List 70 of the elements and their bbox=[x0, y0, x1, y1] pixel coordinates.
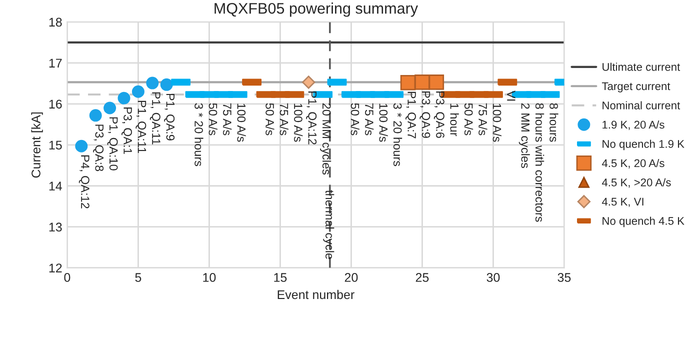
legend-label: No quench 4.5 K bbox=[602, 216, 684, 228]
y-axis-title: Current [kA] bbox=[31, 112, 43, 178]
x-tick-label: 0 bbox=[64, 273, 70, 282]
point bbox=[302, 76, 316, 89]
annotation: 20 MM cycles bbox=[320, 103, 332, 175]
annotation: 75 A/s bbox=[478, 103, 488, 136]
annotation: P1, QA:10 bbox=[107, 117, 118, 170]
annotation: 50 A/s bbox=[266, 103, 274, 136]
annotation: 8 hours bbox=[550, 103, 558, 142]
annotation: 100 A/s bbox=[492, 104, 502, 142]
annotation: P3, QA:6 bbox=[434, 92, 444, 138]
y-tick-label: 16 bbox=[49, 100, 62, 109]
annotation: P1, QA:12 bbox=[306, 92, 317, 144]
x-axis-title: Event number bbox=[278, 290, 354, 300]
annotation: 3 * 20 hours bbox=[194, 103, 204, 166]
y-tick-label: 18 bbox=[49, 18, 62, 27]
y-tick-label: 17 bbox=[49, 58, 62, 68]
point bbox=[104, 102, 116, 114]
point bbox=[160, 78, 173, 91]
annotation: P3, QA:9 bbox=[420, 92, 430, 138]
annotation: 50 A/s bbox=[464, 103, 474, 136]
annotation: 50 A/s bbox=[208, 103, 218, 136]
annotation: 8 hours with correctors bbox=[535, 103, 544, 222]
annotation: VI bbox=[507, 90, 516, 101]
annotation: P1, QA:11 bbox=[136, 100, 146, 153]
legend-label: 1.9 K, 20 A/s bbox=[602, 120, 664, 130]
legend-label: 4.5 K, VI bbox=[602, 198, 644, 207]
point bbox=[414, 74, 430, 90]
point bbox=[400, 74, 416, 90]
annotation: 3 * 20 hours bbox=[393, 103, 402, 166]
legend-label: 4.5 K, >20 A/s bbox=[602, 178, 671, 188]
annotation: 75 A/s bbox=[223, 103, 232, 136]
x-tick-label: 35 bbox=[558, 273, 571, 282]
y-tick-label: 13 bbox=[49, 222, 62, 232]
annotation: 75 A/s bbox=[365, 103, 374, 136]
annotation: 100 A/s bbox=[237, 104, 246, 142]
annotation: P3, QA:8 bbox=[93, 124, 104, 172]
point bbox=[118, 92, 130, 104]
point bbox=[146, 76, 159, 90]
y-tick-label: 15 bbox=[49, 140, 62, 150]
x-tick-label: 30 bbox=[486, 273, 500, 282]
annotation: P1, QA:7 bbox=[405, 92, 416, 138]
annotation: P4, QA:12 bbox=[78, 155, 90, 208]
legend-label: 4.5 K, 20 A/s bbox=[602, 158, 664, 168]
point bbox=[75, 140, 88, 152]
legend-label: Nominal current bbox=[602, 101, 680, 110]
annotation: P1, QA:9 bbox=[164, 94, 175, 140]
legend-label: Ultimate current bbox=[602, 62, 680, 71]
annotation: P1, QA:11 bbox=[150, 92, 160, 144]
x-tick-label: 5 bbox=[135, 273, 142, 282]
annotation: 1 hour bbox=[450, 104, 459, 136]
legend-label: Target current bbox=[602, 82, 670, 92]
annotation: 75 A/s bbox=[280, 103, 288, 136]
point bbox=[428, 74, 444, 90]
annotation: 2 MM cycles bbox=[518, 103, 530, 168]
x-tick-label: 10 bbox=[203, 273, 216, 282]
annotation: 50 A/s bbox=[350, 103, 360, 136]
y-tick-label: 14 bbox=[49, 182, 62, 190]
chart-title: MQXFB05 powering summary bbox=[214, 2, 418, 17]
annotation: P3, QA:1 bbox=[121, 107, 132, 154]
annotation: 100 A/s bbox=[294, 104, 303, 142]
x-tick-label: 20 bbox=[344, 273, 358, 282]
annotation: 100 A/s bbox=[379, 104, 388, 142]
point bbox=[132, 85, 144, 98]
point bbox=[89, 109, 102, 122]
legend-label: No quench 1.9 K bbox=[602, 140, 684, 150]
x-tick-label: 15 bbox=[274, 273, 287, 282]
ref-line-label: thermal cycle bbox=[323, 190, 334, 259]
x-tick-label: 25 bbox=[416, 273, 429, 282]
y-tick-label: 12 bbox=[49, 264, 62, 272]
